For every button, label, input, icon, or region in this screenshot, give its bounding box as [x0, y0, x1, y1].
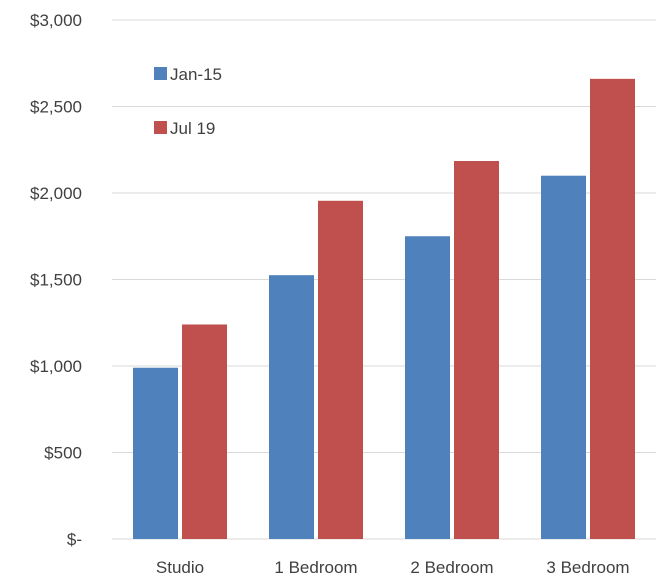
legend: Jan-15 Jul 19	[154, 65, 222, 138]
y-tick-label: $1,500	[30, 271, 82, 290]
y-tick-label: $-	[67, 530, 82, 549]
bar-jul-19-1-bedroom	[318, 200, 363, 539]
y-axis-ticks: $- $500 $1,000 $1,500 $2,000 $2,500 $3,000	[30, 11, 82, 549]
legend-label: Jan-15	[170, 65, 222, 84]
legend-label: Jul 19	[170, 119, 215, 138]
legend-swatch	[154, 121, 167, 134]
y-tick-label: $2,500	[30, 98, 82, 117]
y-tick-label: $3,000	[30, 11, 82, 30]
y-tick-label: $500	[44, 444, 82, 463]
x-category-label: 1 Bedroom	[274, 558, 357, 577]
x-category-label: 3 Bedroom	[546, 558, 629, 577]
y-tick-label: $1,000	[30, 357, 82, 376]
legend-swatch	[154, 67, 167, 80]
bar-jan-15-3-bedroom	[541, 175, 586, 539]
bar-jul-19-3-bedroom	[590, 78, 635, 539]
bars	[133, 78, 635, 539]
bar-jul-19-2-bedroom	[454, 160, 499, 539]
bar-jan-15-2-bedroom	[405, 236, 450, 539]
y-tick-label: $2,000	[30, 184, 82, 203]
bar-jul-19-studio	[182, 324, 227, 539]
x-category-label: 2 Bedroom	[410, 558, 493, 577]
x-axis-categories: Studio 1 Bedroom 2 Bedroom 3 Bedroom	[156, 558, 630, 577]
bar-jan-15-studio	[133, 367, 178, 539]
bar-jan-15-1-bedroom	[269, 275, 314, 539]
x-category-label: Studio	[156, 558, 204, 577]
